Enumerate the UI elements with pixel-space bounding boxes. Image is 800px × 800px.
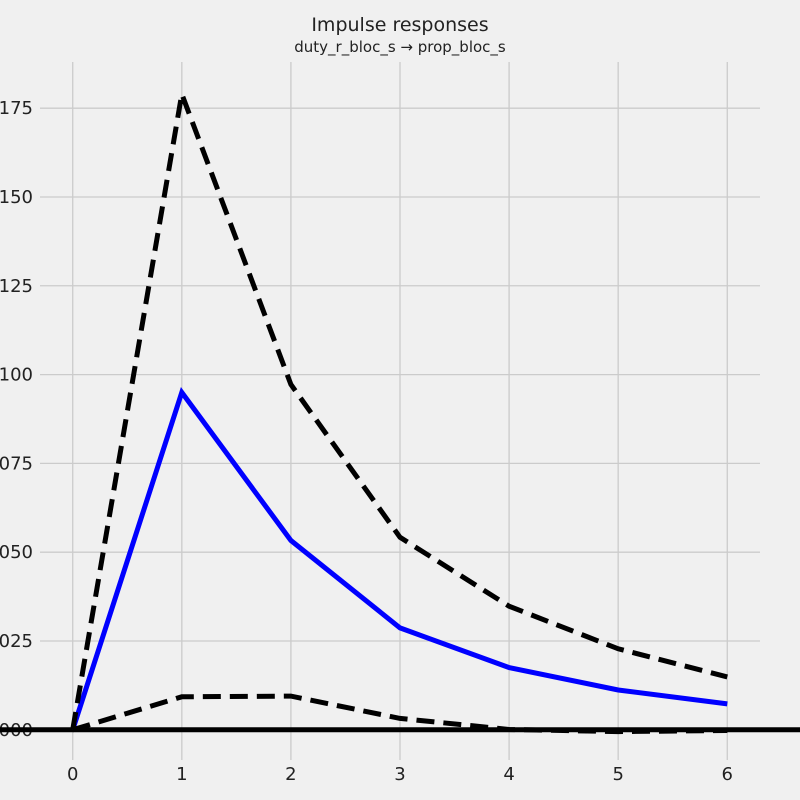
x-tick-label: 3	[394, 764, 405, 785]
x-tick-label: 0	[67, 764, 78, 785]
y-tick-label: 025	[0, 631, 33, 652]
irf-line	[70, 386, 728, 731]
y-tick-label: 175	[0, 98, 33, 119]
y-tick-label: 125	[0, 276, 33, 297]
chart-title: Impulse responses	[311, 14, 488, 36]
chart-subtitle: duty_r_bloc_s → prop_bloc_s	[294, 38, 506, 57]
upper-band-line	[70, 84, 728, 731]
grid	[40, 62, 760, 760]
y-tick-label: 075	[0, 453, 33, 474]
x-tick-label: 2	[285, 764, 296, 785]
x-tick-label: 5	[612, 764, 623, 785]
y-tick-label: 150	[0, 187, 33, 208]
series	[0, 84, 800, 735]
y-tick-label: 100	[0, 365, 33, 386]
x-tick-label: 1	[176, 764, 187, 785]
x-tick-label: 6	[722, 764, 733, 785]
tick-labels: 0123456000025050075100125150175	[0, 98, 733, 785]
y-tick-label: 050	[0, 542, 33, 563]
x-tick-label: 4	[503, 764, 514, 785]
lower-band-line	[71, 693, 728, 735]
